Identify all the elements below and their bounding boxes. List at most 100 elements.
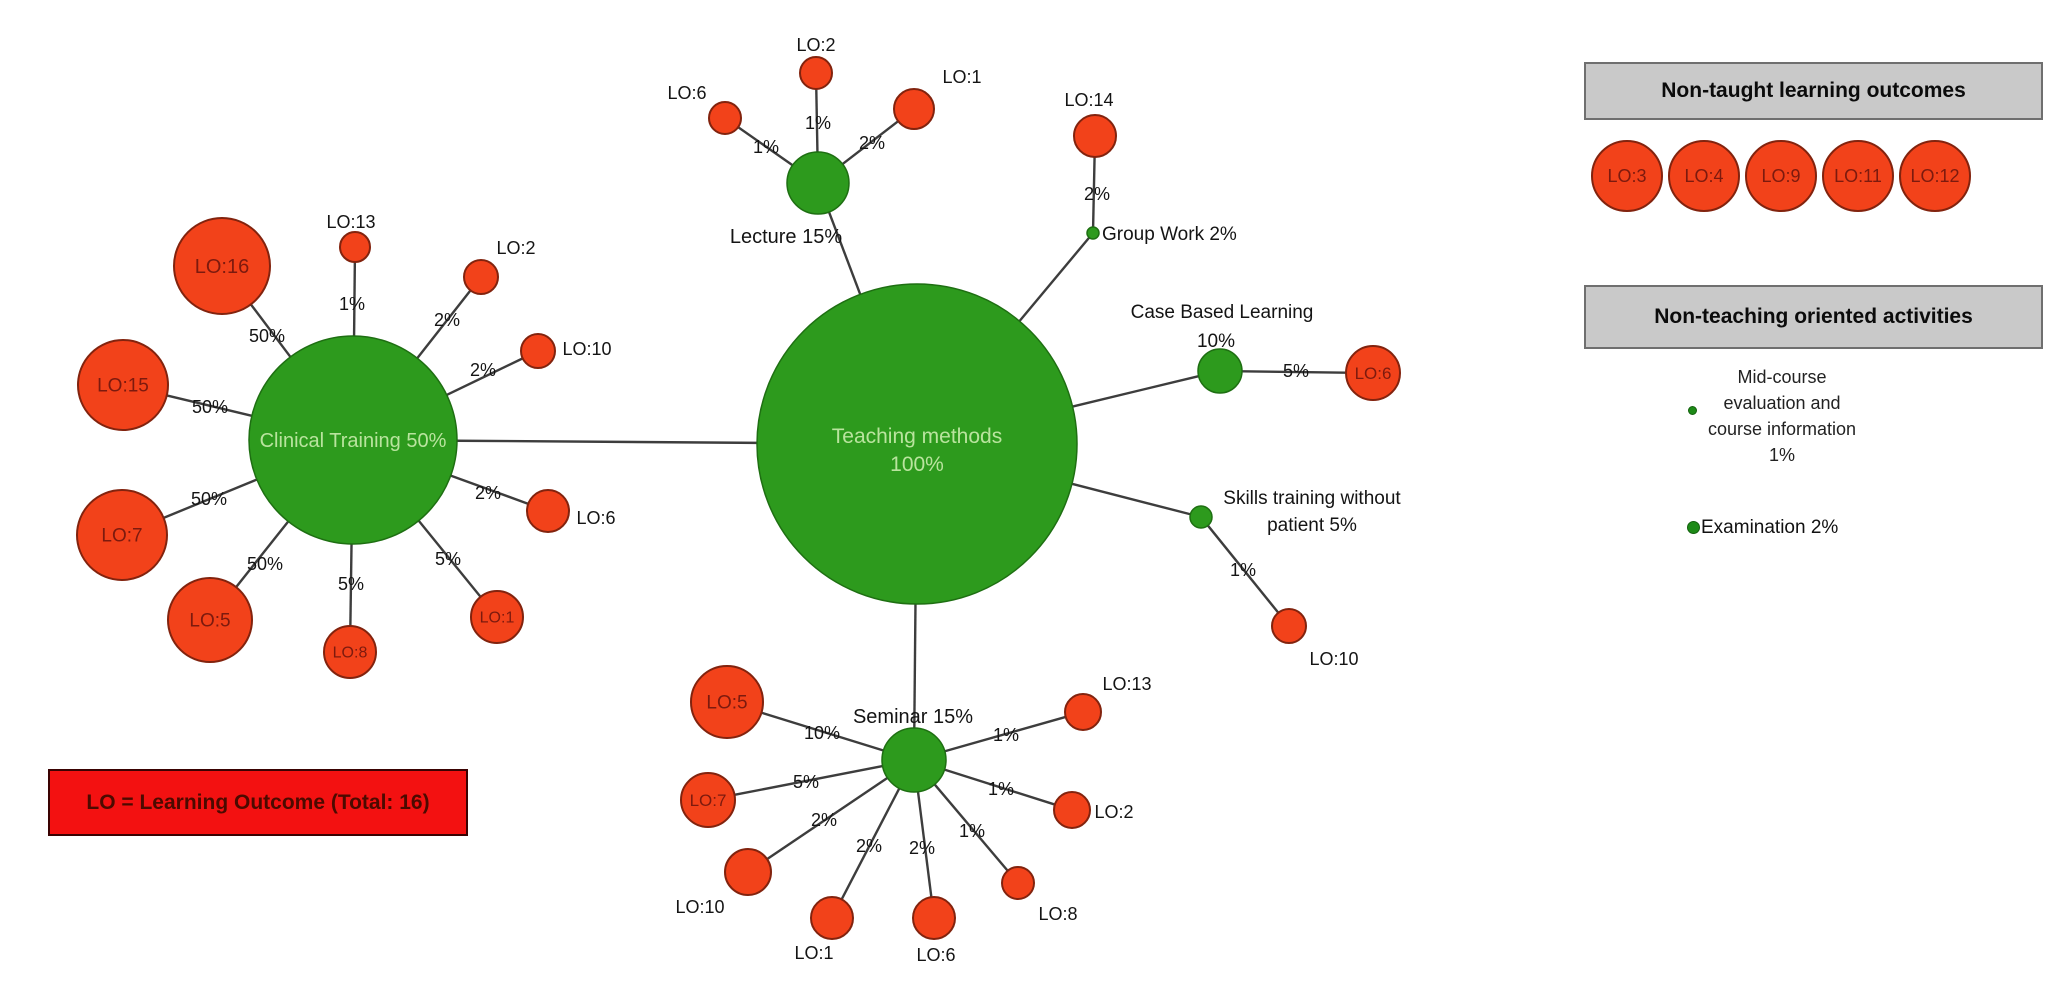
node-non-taught-lo-9 — [1745, 140, 1817, 212]
edge-clinical-lo-8 — [349, 543, 353, 627]
node-non-taught-lo-12 — [1899, 140, 1971, 212]
node-seminar-lo-5 — [690, 665, 764, 739]
clinical-lo-1-pct: 5% — [435, 549, 461, 569]
edge-seminar-lo-6 — [916, 791, 933, 898]
edge-lecture-lo-1 — [841, 120, 899, 166]
clinical-lo-13-label: LO:13 — [326, 212, 375, 232]
seminar-label: Seminar 15% — [853, 706, 973, 728]
non-taught-lo-12-label: LO:12 — [1910, 166, 1959, 186]
mid-course-line-3: course information — [1707, 419, 1857, 439]
node-seminar-lo-1 — [810, 896, 854, 940]
node-clinical-lo-5 — [167, 577, 253, 663]
clinical-lo-7-label: LO:7 — [101, 526, 142, 547]
lecture-label: Lecture 15% — [730, 226, 843, 248]
edge-skills-lo-10 — [1206, 524, 1280, 614]
seminar-lo-6-pct: 2% — [909, 838, 935, 858]
clinical-label: Clinical Training 50% — [260, 430, 447, 452]
seminar-lo-5-label: LO:5 — [706, 693, 747, 714]
node-non-taught-lo-3 — [1591, 140, 1663, 212]
seminar-lo-10-label: LO:10 — [675, 897, 724, 917]
node-clinical-lo-6 — [526, 489, 570, 533]
teaching-methods-pct: 100% — [890, 453, 944, 476]
clinical-lo-1-label: LO:1 — [480, 610, 515, 627]
edge-teaching-methods-seminar — [913, 603, 917, 729]
node-clinical-lo-1 — [470, 590, 524, 644]
node-clinical — [248, 335, 458, 545]
edge-seminar-lo-5 — [761, 711, 884, 752]
seminar-lo-8-label: LO:8 — [1038, 904, 1077, 924]
edge-clinical-lo-10 — [446, 357, 524, 396]
clinical-lo-16-label: LO:16 — [195, 256, 249, 278]
edge-seminar-lo-7 — [734, 764, 883, 797]
mid-course-line-2: evaluation and — [1723, 393, 1841, 413]
lecture-lo-2-label: LO:2 — [796, 35, 835, 55]
node-clinical-lo-16 — [173, 217, 271, 315]
clinical-lo-10-pct: 2% — [470, 360, 496, 380]
seminar-lo-6-label: LO:6 — [916, 945, 955, 965]
node-non-taught-lo-4 — [1668, 140, 1740, 212]
non-taught-lo-4-label: LO:4 — [1684, 166, 1723, 186]
edge-lecture-lo-2 — [815, 88, 819, 153]
node-seminar-lo-6 — [912, 896, 956, 940]
clinical-lo-13-pct: 1% — [339, 294, 365, 314]
non-taught-lo-11-label: LO:11 — [1834, 166, 1882, 186]
clinical-lo-8-label: LO:8 — [333, 645, 368, 662]
node-case_based-lo-6 — [1345, 345, 1401, 401]
node-seminar-lo-2 — [1053, 791, 1091, 829]
clinical-lo-15-pct: 50% — [192, 397, 228, 417]
lecture-lo-6-pct: 1% — [753, 137, 779, 157]
node-seminar-lo-8 — [1001, 866, 1035, 900]
seminar-lo-2-label: LO:2 — [1094, 802, 1133, 822]
clinical-lo-10-label: LO:10 — [562, 339, 611, 359]
examination-item: Examination 2% — [1701, 517, 1839, 538]
seminar-lo-2-pct: 1% — [988, 779, 1014, 799]
seminar-lo-7-label: LO:7 — [690, 791, 727, 810]
clinical-lo-2-pct: 2% — [434, 310, 460, 330]
node-skills — [1189, 505, 1213, 529]
edge-seminar-lo-10 — [766, 776, 889, 861]
seminar-lo-1-pct: 2% — [856, 836, 882, 856]
non-taught-lo-3-label: LO:3 — [1607, 166, 1646, 186]
edge-teaching-methods-lecture — [827, 211, 862, 295]
lecture-lo-1-pct: 2% — [859, 133, 885, 153]
edge-clinical-lo-6 — [450, 474, 529, 505]
non-teaching-title: Non-teaching oriented activities — [1654, 305, 1973, 328]
edge-clinical-lo-15 — [166, 394, 253, 417]
skills-label-line-1: Skills training without — [1223, 488, 1401, 509]
node-skills-lo-10 — [1271, 608, 1307, 644]
non-taught-lo-9-label: LO:9 — [1761, 166, 1800, 186]
edge-clinical-lo-1 — [417, 519, 482, 598]
seminar-lo-13-pct: 1% — [993, 725, 1019, 745]
seminar-lo-13-label: LO:13 — [1102, 674, 1151, 694]
node-clinical-lo-10 — [520, 333, 556, 369]
node-seminar-lo-7 — [680, 772, 736, 828]
case_based-lo-6-pct: 5% — [1283, 361, 1309, 381]
seminar-lo-1-label: LO:1 — [794, 943, 833, 963]
skills-label-line-2: patient 5% — [1267, 515, 1357, 536]
clinical-lo-5-pct: 50% — [247, 554, 283, 574]
node-clinical-lo-15 — [77, 339, 169, 431]
edge-group_work-lo-14 — [1091, 156, 1096, 228]
clinical-lo-5-label: LO:5 — [189, 611, 230, 632]
mid-course-dot-icon — [1688, 406, 1697, 415]
node-lecture-lo-6 — [708, 101, 742, 135]
node-clinical-lo-13 — [339, 231, 371, 263]
mid-course-item: Mid-course evaluation and course informa… — [1672, 364, 1892, 468]
lecture-lo-2-pct: 1% — [805, 113, 831, 133]
edge-teaching-methods-case_based — [1072, 374, 1199, 408]
node-lecture-lo-1 — [893, 88, 935, 130]
clinical-lo-15-label: LO:15 — [97, 376, 149, 397]
skills-lo-10-pct: 1% — [1230, 560, 1256, 580]
seminar-lo-7-pct: 5% — [793, 772, 819, 792]
node-seminar — [881, 727, 947, 793]
teaching-methods-label: Teaching methods — [832, 425, 1002, 448]
non-teaching-panel: Non-teaching oriented activities — [1584, 285, 2043, 349]
lecture-lo-6-label: LO:6 — [667, 83, 706, 103]
seminar-lo-8-pct: 1% — [959, 821, 985, 841]
edge-clinical-lo-16 — [249, 303, 292, 358]
clinical-lo-7-pct: 50% — [191, 489, 227, 509]
edge-teaching-methods-skills — [1071, 482, 1191, 516]
examination-dot-icon — [1687, 521, 1700, 534]
edge-clinical-lo-7 — [163, 478, 258, 519]
edge-case_based-lo-6 — [1241, 370, 1347, 374]
